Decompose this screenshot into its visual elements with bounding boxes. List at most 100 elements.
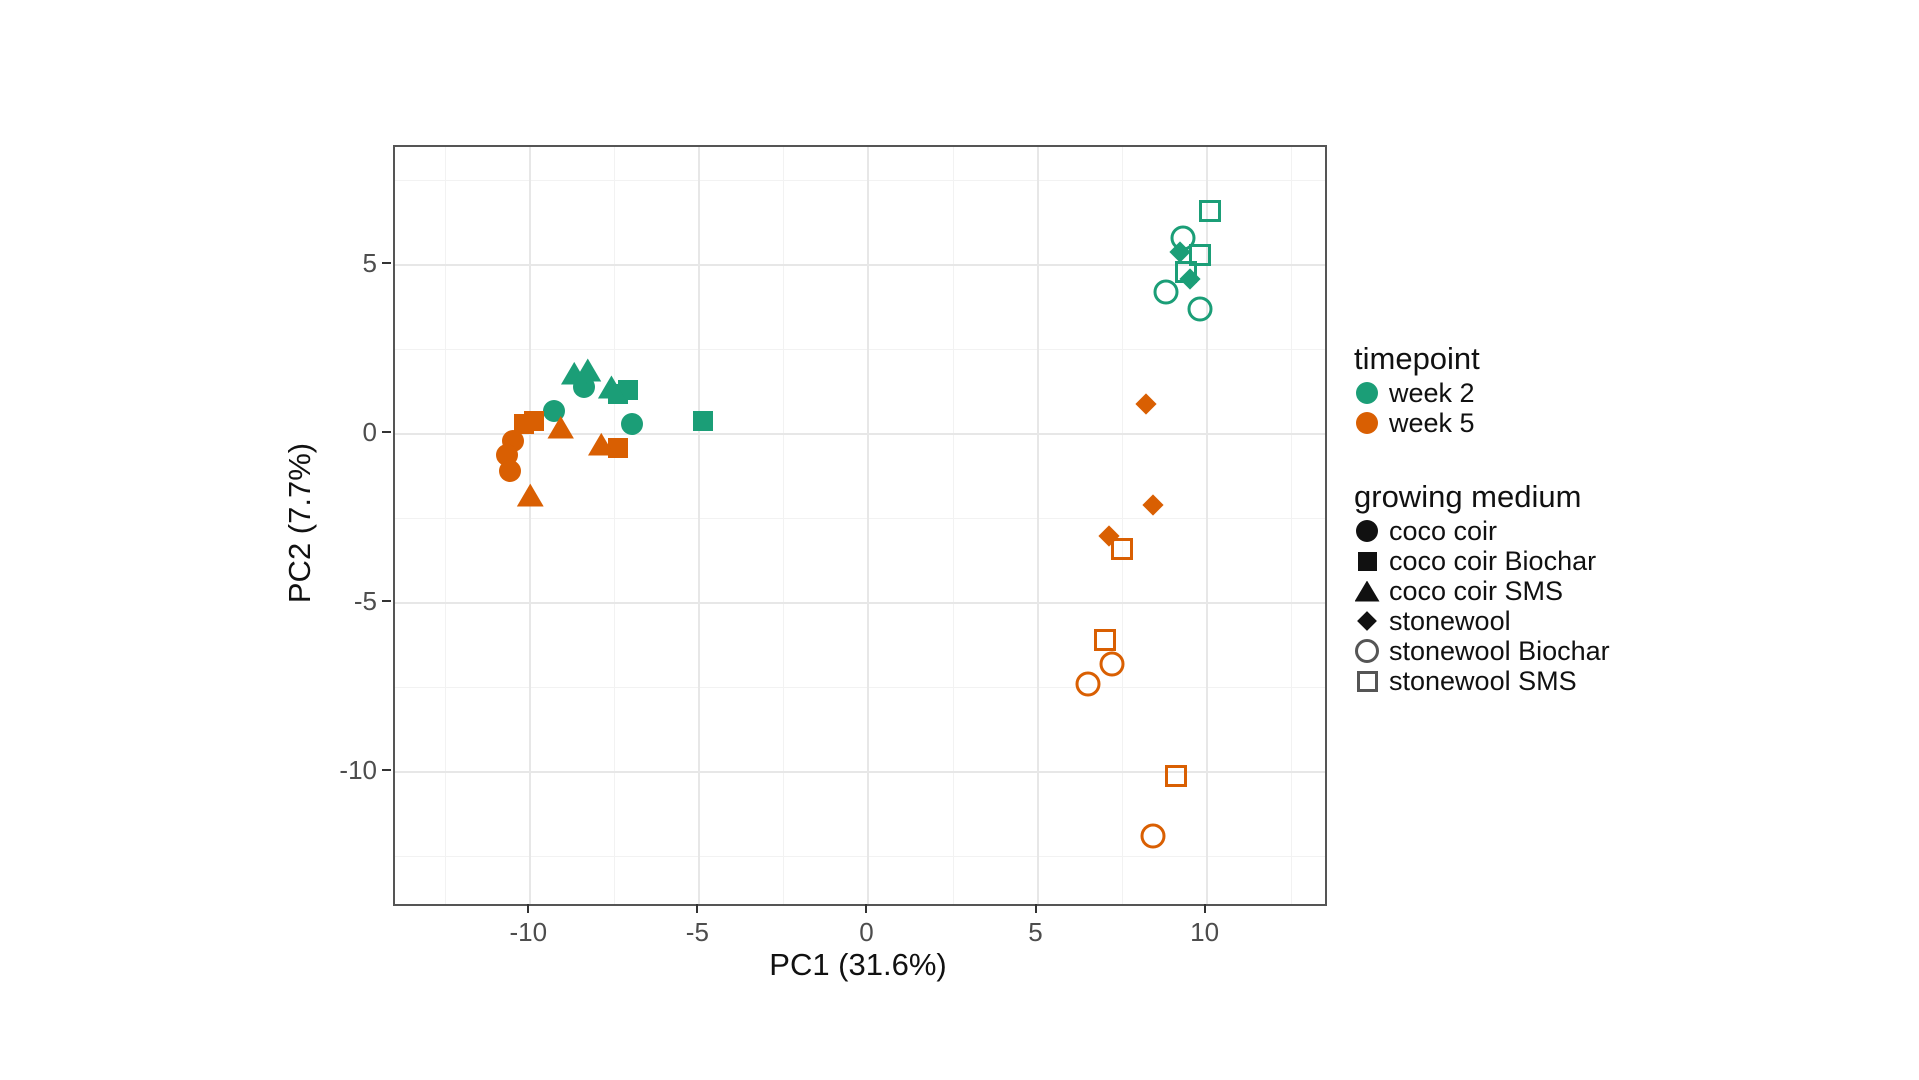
gridline-major-h [395,433,1325,436]
data-point-square [608,437,629,458]
legend-item-label: coco coir Biochar [1389,546,1597,576]
square-open-swatch-icon [1356,670,1378,692]
data-point-square-open [1111,538,1134,561]
y-axis-tick [382,600,391,603]
gridline-minor-h [395,687,1325,689]
data-point-square [523,410,544,431]
legend: timepoint week 2 week 5 growing medium co… [1352,340,1772,696]
legend-medium-items: coco coir coco coir Biochar coco coir SMS s… [1352,516,1772,696]
legend-item-label: stonewool SMS [1389,666,1577,696]
x-axis-title: PC1 (31.6%) [769,947,947,982]
y-tick-label: -5 [353,586,377,617]
gridline-minor-h [395,349,1325,351]
y-axis-tick [382,769,391,772]
gridline-major-v [1205,147,1208,904]
data-point-diamond [1135,393,1157,415]
gridline-minor-h [395,518,1325,520]
gridline-major-h [395,771,1325,774]
x-axis-tick [865,904,868,913]
legend-item: week 2 [1352,378,1772,408]
legend-swatch-box [1352,382,1382,404]
legend-item-label: week 2 [1389,378,1475,408]
data-point-circle [542,399,565,422]
y-tick-label: -10 [339,755,377,786]
legend-swatch-box [1352,520,1382,542]
gridline-minor-v [783,147,785,904]
legend-item: stonewool SMS [1352,666,1772,696]
triangle-swatch-icon [1354,580,1380,602]
y-axis-title: PC2 (7.7%) [282,442,317,604]
data-point-circle-open [1099,651,1125,677]
x-tick-label: 10 [1190,917,1220,947]
x-axis-tick [1034,904,1037,913]
x-axis-tick [1203,904,1206,913]
x-axis-tick [527,904,530,913]
data-point-square-open [1175,261,1198,284]
data-point-square [618,380,639,401]
y-axis-tick [382,262,391,265]
legend-item-label: coco coir SMS [1389,576,1564,606]
circle-open-swatch-icon [1355,639,1379,663]
gridline-major-v [529,147,532,904]
data-point-circle-open [1170,225,1196,251]
legend-item-label: week 5 [1389,408,1475,438]
plot-panel [393,145,1327,906]
x-tick-label: 0 [859,917,874,947]
data-point-circle [498,460,521,483]
gridline-minor-v [1121,147,1123,904]
gridline-minor-v [614,147,616,904]
data-point-circle-open [1140,823,1166,849]
gridline-minor-h [395,180,1325,182]
legend-item: stonewool Biochar [1352,636,1772,666]
legend-title-timepoint: timepoint [1354,341,1480,376]
gridline-minor-v [952,147,954,904]
gridline-major-v [867,147,870,904]
data-point-square-open [1199,200,1222,223]
data-point-square-open [1165,764,1188,787]
data-point-circle [620,413,643,436]
data-point-circle [495,443,518,466]
legend-gap [1352,438,1772,478]
legend-item: week 5 [1352,408,1772,438]
y-axis-tick [382,431,391,434]
legend-swatch-box [1352,580,1382,602]
data-point-square [692,410,713,431]
data-point-circle-open [1187,296,1213,322]
x-tick-label: 5 [1028,917,1043,947]
y-tick-label: 5 [362,248,377,279]
legend-swatch-box [1352,670,1382,692]
circle-swatch-icon [1356,520,1378,542]
gridline-minor-h [395,856,1325,858]
diamond-swatch-icon [1357,611,1377,631]
data-point-diamond [1141,494,1164,516]
legend-item: coco coir Biochar [1352,546,1772,576]
square-swatch-icon [1357,551,1377,571]
data-point-circle-open [1075,671,1101,697]
gridline-minor-v [1290,147,1292,904]
data-point-square-open [1094,629,1117,652]
x-axis-tick [696,904,699,913]
gridline-major-h [395,264,1325,267]
gridline-major-v [698,147,701,904]
data-point-square-open [1188,244,1211,267]
legend-item: stonewool [1352,606,1772,636]
x-tick-label: -10 [509,917,548,947]
legend-timepoint-items: week 2 week 5 [1352,378,1772,438]
legend-item-label: stonewool Biochar [1389,636,1610,666]
week-2-swatch-icon [1356,382,1378,404]
legend-swatch-box [1352,412,1382,434]
week-5-swatch-icon [1356,412,1378,434]
x-tick-label: -5 [685,917,709,947]
y-tick-label: 0 [362,417,377,448]
legend-item-label: stonewool [1389,606,1511,636]
gridline-major-v [1036,147,1039,904]
data-point-circle-open [1153,279,1179,305]
data-point-triangle [516,483,544,507]
gridline-minor-v [445,147,447,904]
legend-swatch-box [1352,639,1382,663]
legend-item: coco coir [1352,516,1772,546]
legend-item-label: coco coir [1389,516,1498,546]
legend-swatch-box [1352,611,1382,631]
legend-swatch-box [1352,551,1382,571]
